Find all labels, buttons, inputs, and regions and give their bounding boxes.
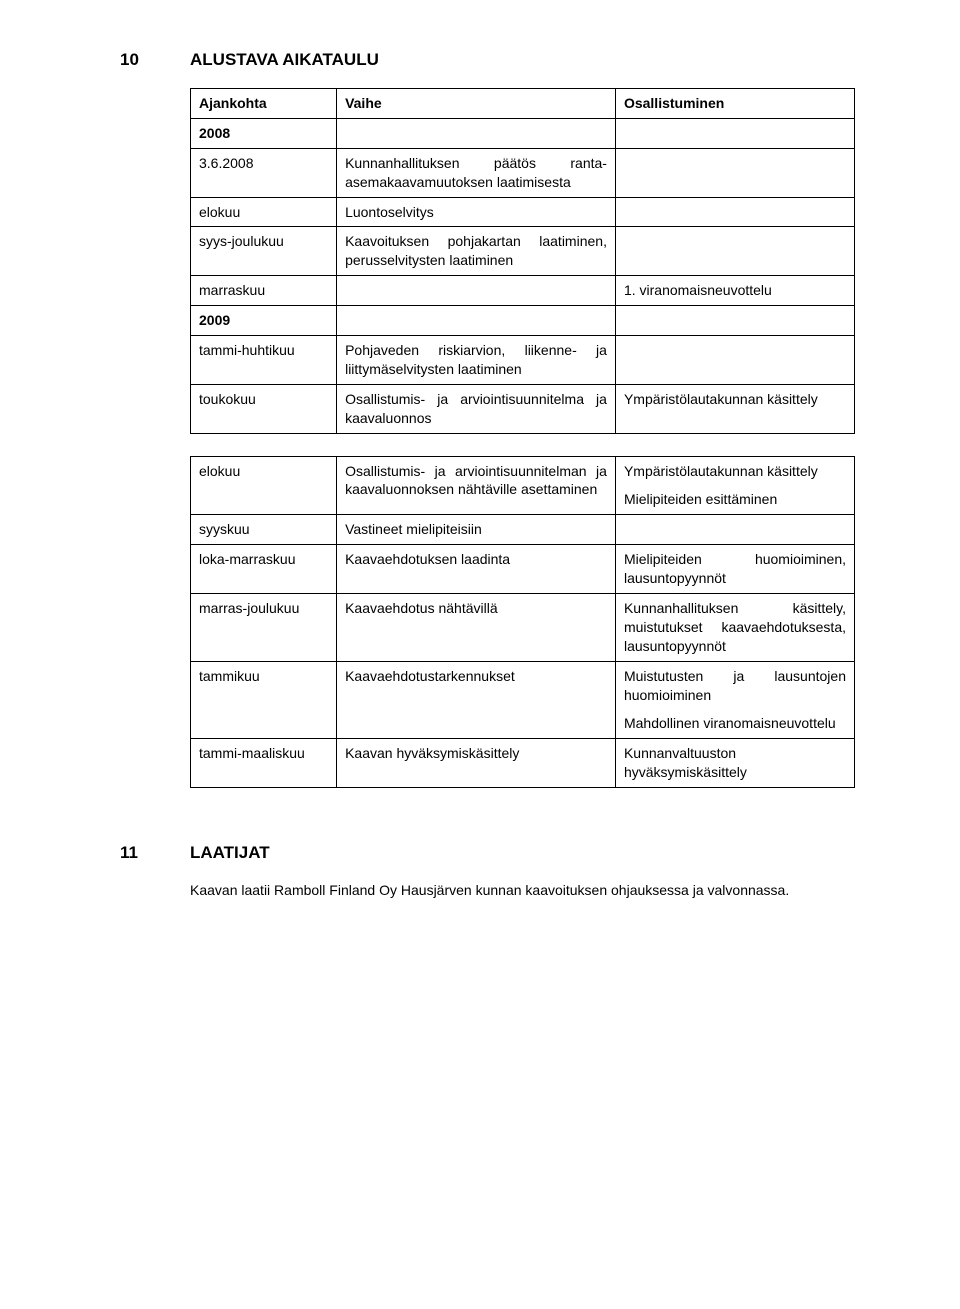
cell: loka-marraskuu bbox=[191, 545, 337, 594]
schedule-table-2: elokuu Osallistumis- ja arviointisuunnit… bbox=[190, 456, 855, 789]
cell: Kunnanhallituksen päätös ranta-asemakaav… bbox=[337, 148, 616, 197]
cell: tammi-maaliskuu bbox=[191, 739, 337, 788]
cell: elokuu bbox=[191, 197, 337, 227]
cell: Pohjaveden riskiarvion, liikenne- ja lii… bbox=[337, 336, 616, 385]
cell bbox=[615, 515, 854, 545]
section-11-body: Kaavan laatii Ramboll Finland Oy Hausjär… bbox=[190, 881, 855, 900]
year-cell: 2009 bbox=[191, 306, 337, 336]
cell bbox=[615, 148, 854, 197]
table-row: tammi-huhtikuu Pohjaveden riskiarvion, l… bbox=[191, 336, 855, 385]
table-gap bbox=[190, 434, 855, 456]
table-row: tammikuu Kaavaehdotustarkennukset Muistu… bbox=[191, 661, 855, 739]
section-title: ALUSTAVA AIKATAULU bbox=[190, 50, 379, 70]
document-page: 10 ALUSTAVA AIKATAULU Ajankohta Vaihe Os… bbox=[0, 0, 960, 1309]
cell bbox=[337, 306, 616, 336]
section-number: 10 bbox=[120, 50, 190, 70]
cell: Osallistumis- ja arviointisuunnitelma ja… bbox=[337, 384, 616, 433]
cell bbox=[615, 118, 854, 148]
table-row: syys-joulukuu Kaavoituksen pohjakartan l… bbox=[191, 227, 855, 276]
table-row: 3.6.2008 Kunnanhallituksen päätös ranta-… bbox=[191, 148, 855, 197]
cell: Kunnanvaltuuston hyväksymiskäsittely bbox=[615, 739, 854, 788]
cell: Kaavaehdotus nähtävillä bbox=[337, 594, 616, 662]
table-row: toukokuu Osallistumis- ja arviointisuunn… bbox=[191, 384, 855, 433]
cell: Kaavaehdotustarkennukset bbox=[337, 661, 616, 739]
table-row: 2009 bbox=[191, 306, 855, 336]
cell: Ympäristölautakunnan käsittelyMielipitei… bbox=[615, 456, 854, 515]
cell: toukokuu bbox=[191, 384, 337, 433]
cell: elokuu bbox=[191, 456, 337, 515]
section-number: 11 bbox=[120, 843, 190, 863]
cell bbox=[615, 227, 854, 276]
cell: Kaavan hyväksymiskäsittely bbox=[337, 739, 616, 788]
table-header-row: Ajankohta Vaihe Osallistuminen bbox=[191, 89, 855, 119]
table-row: syyskuu Vastineet mielipiteisiin bbox=[191, 515, 855, 545]
section-heading-10: 10 ALUSTAVA AIKATAULU bbox=[120, 50, 855, 70]
table-row: elokuu Osallistumis- ja arviointisuunnit… bbox=[191, 456, 855, 515]
cell: marras-joulukuu bbox=[191, 594, 337, 662]
col-header-vaihe: Vaihe bbox=[337, 89, 616, 119]
year-cell: 2008 bbox=[191, 118, 337, 148]
cell: Kaavaehdotuksen laadinta bbox=[337, 545, 616, 594]
cell: 1. viranomaisneuvottelu bbox=[615, 276, 854, 306]
cell: 3.6.2008 bbox=[191, 148, 337, 197]
cell: Vastineet mielipiteisiin bbox=[337, 515, 616, 545]
cell: Osallistumis- ja arviointisuunnitelman j… bbox=[337, 456, 616, 515]
cell bbox=[615, 336, 854, 385]
col-header-ajankohta: Ajankohta bbox=[191, 89, 337, 119]
schedule-table-1: Ajankohta Vaihe Osallistuminen 2008 3.6.… bbox=[190, 88, 855, 434]
cell: Ympäristölautakunnan käsittely bbox=[615, 384, 854, 433]
cell: Luontoselvitys bbox=[337, 197, 616, 227]
table-row: elokuu Luontoselvitys bbox=[191, 197, 855, 227]
section-heading-11: 11 LAATIJAT bbox=[120, 843, 855, 863]
cell bbox=[337, 276, 616, 306]
col-header-osallistuminen: Osallistuminen bbox=[615, 89, 854, 119]
schedule-tables: Ajankohta Vaihe Osallistuminen 2008 3.6.… bbox=[190, 88, 855, 788]
table-row: marraskuu 1. viranomaisneuvottelu bbox=[191, 276, 855, 306]
cell: marraskuu bbox=[191, 276, 337, 306]
table-row: 2008 bbox=[191, 118, 855, 148]
cell: tammi-huhtikuu bbox=[191, 336, 337, 385]
cell: syys-joulukuu bbox=[191, 227, 337, 276]
cell bbox=[615, 197, 854, 227]
table-row: tammi-maaliskuu Kaavan hyväksymiskäsitte… bbox=[191, 739, 855, 788]
cell: Mielipiteiden huomioiminen, lausuntopyyn… bbox=[615, 545, 854, 594]
table-row: loka-marraskuu Kaavaehdotuksen laadinta … bbox=[191, 545, 855, 594]
cell bbox=[615, 306, 854, 336]
cell: Muistutusten ja lausuntojen huomioiminen… bbox=[615, 661, 854, 739]
cell: tammikuu bbox=[191, 661, 337, 739]
cell: Kunnanhallituksen käsittely, muistutukse… bbox=[615, 594, 854, 662]
section-title: LAATIJAT bbox=[190, 843, 270, 863]
cell bbox=[337, 118, 616, 148]
cell: Kaavoituksen pohjakartan laatiminen, per… bbox=[337, 227, 616, 276]
table-row: marras-joulukuu Kaavaehdotus nähtävillä … bbox=[191, 594, 855, 662]
cell: syyskuu bbox=[191, 515, 337, 545]
